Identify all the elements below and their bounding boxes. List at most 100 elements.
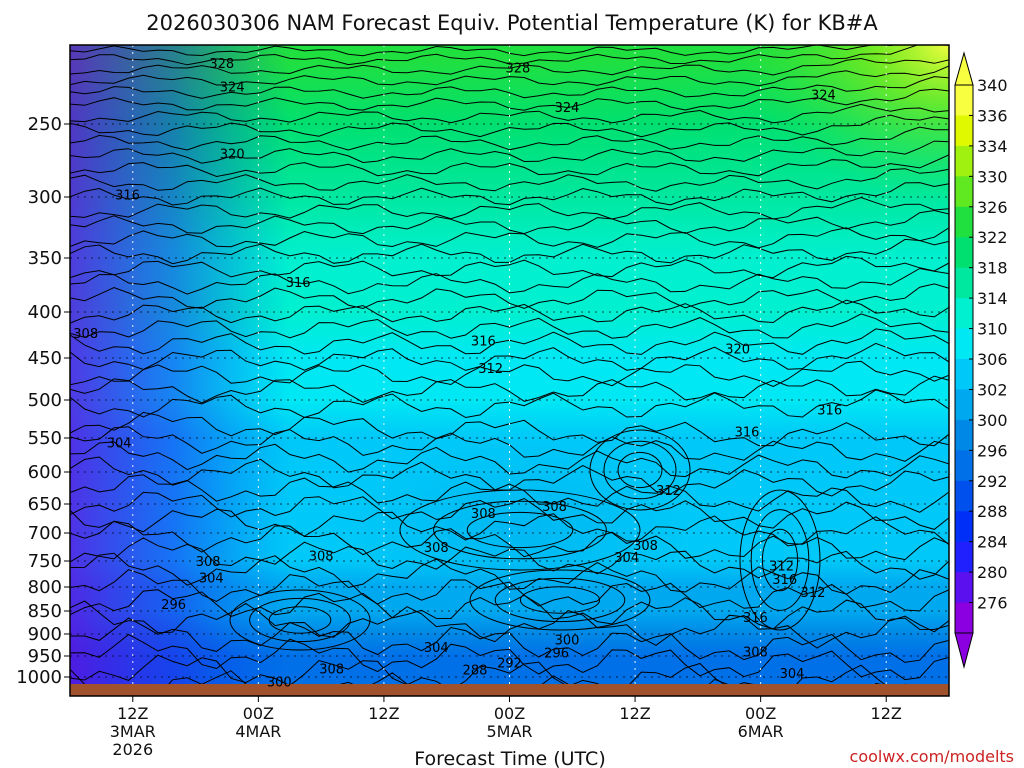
contour-line (761, 528, 799, 592)
contour-label: 312 (801, 586, 826, 601)
colorbar-label: 334 (977, 137, 1008, 156)
colorbar-label: 310 (977, 320, 1008, 339)
colorbar-label: 280 (977, 563, 1008, 582)
colorbar-label: 302 (977, 380, 1008, 399)
y-axis: 2503003504004505005506006507007508008509… (16, 114, 70, 688)
colorbar-swatch (955, 85, 973, 116)
midlevel-cool-region (350, 440, 690, 620)
contour-label: 308 (196, 555, 221, 570)
contour-label: 300 (555, 634, 580, 649)
contour-label: 316 (286, 276, 311, 291)
contour-label: 312 (769, 560, 794, 575)
contour-line (70, 633, 949, 681)
contour-label: 288 (463, 664, 488, 679)
contour-line (229, 589, 371, 651)
colorbar-label: 276 (977, 594, 1008, 613)
y-tick-label: 500 (28, 390, 62, 411)
contour-line (70, 267, 949, 295)
contour-line (70, 182, 949, 206)
y-tick-label: 250 (28, 114, 62, 135)
y-tick-label: 400 (28, 302, 62, 323)
colorbar-label: 322 (977, 228, 1008, 247)
contour-label: 320 (725, 343, 750, 358)
contour-label: 324 (811, 89, 836, 104)
colorbar-label: 340 (977, 76, 1008, 95)
contour-label: 292 (497, 657, 522, 672)
y-tick-label: 550 (28, 428, 62, 449)
colorbar-swatch (955, 602, 973, 634)
contour-line (70, 520, 949, 561)
contour-line (70, 57, 949, 76)
credit-link[interactable]: coolwx.com/modelts (850, 747, 1014, 766)
x-tick-date-label: 4MAR (235, 722, 281, 741)
colorbar-label: 288 (977, 502, 1008, 521)
contour-line (70, 313, 949, 339)
colorbar-swatch (955, 450, 973, 482)
y-tick-label: 600 (28, 462, 62, 483)
contour-line (70, 552, 949, 595)
contour-label: 308 (743, 645, 768, 660)
contour-line (469, 569, 651, 631)
colorbar-swatch (955, 572, 973, 604)
contour-line (70, 209, 949, 235)
contour-line (70, 600, 949, 649)
colorbar-swatch (955, 115, 973, 147)
colorbar: 340 336 334 330 326 322 318 314 310 306 302 300 296 2… (954, 51, 1008, 669)
contour-line (70, 617, 949, 663)
contour-line (70, 360, 949, 388)
colorbar-label: 330 (977, 167, 1008, 186)
contour-label: 308 (633, 539, 658, 554)
contour-label: 312 (656, 484, 681, 499)
contour-label: 308 (542, 500, 567, 515)
contour-line (268, 606, 332, 634)
colorbar-swatch (955, 389, 973, 421)
contour-line (70, 227, 949, 249)
contour-line (70, 168, 949, 192)
contour-line (70, 65, 949, 87)
contour-label: 308 (471, 507, 496, 522)
colorbar-label: 306 (977, 350, 1008, 369)
x-tick-label: 00Z (494, 704, 525, 723)
contour-line (494, 577, 626, 623)
contour-line (70, 491, 949, 530)
colorbar-label: 296 (977, 441, 1008, 460)
contour-label: 312 (478, 362, 503, 377)
colorbar-swatch (955, 511, 973, 543)
contour-label: 296 (161, 598, 186, 613)
colorbar-swatch (955, 237, 973, 269)
x-tick-date-label: 2026 (112, 740, 153, 759)
contour-label: 316 (471, 334, 496, 349)
y-tick-label: 350 (28, 248, 62, 269)
contour-line (70, 140, 949, 164)
x-tick-label: 12Z (117, 704, 148, 723)
y-tick-label: 800 (28, 577, 62, 598)
contour-label: 296 (544, 646, 569, 661)
x-tick-date-label: 6MAR (738, 722, 784, 741)
contour-line (70, 255, 949, 279)
contour-label: 308 (319, 662, 344, 677)
contour-line (603, 440, 677, 500)
x-tick-label: 00Z (745, 704, 776, 723)
x-tick-label: 12Z (368, 704, 399, 723)
y-tick-label: 900 (28, 624, 62, 645)
colorbar-max-arrow (954, 51, 974, 86)
contour-line (70, 375, 949, 404)
contour-label: 324 (555, 101, 580, 116)
contour-line (70, 654, 932, 696)
colorbar-swatch (955, 267, 973, 299)
contour-label: 308 (309, 550, 334, 565)
x-tick-label: 12Z (871, 704, 902, 723)
y-tick-label: 650 (28, 494, 62, 515)
colorbar-swatch (955, 145, 973, 177)
contour-label: 300 (267, 676, 292, 691)
contour-line (249, 597, 351, 643)
contour-line (70, 569, 949, 612)
contour-line (70, 76, 949, 99)
contour-label: 304 (424, 641, 449, 656)
contour-line (70, 589, 949, 633)
colorbar-swatch (955, 419, 973, 451)
